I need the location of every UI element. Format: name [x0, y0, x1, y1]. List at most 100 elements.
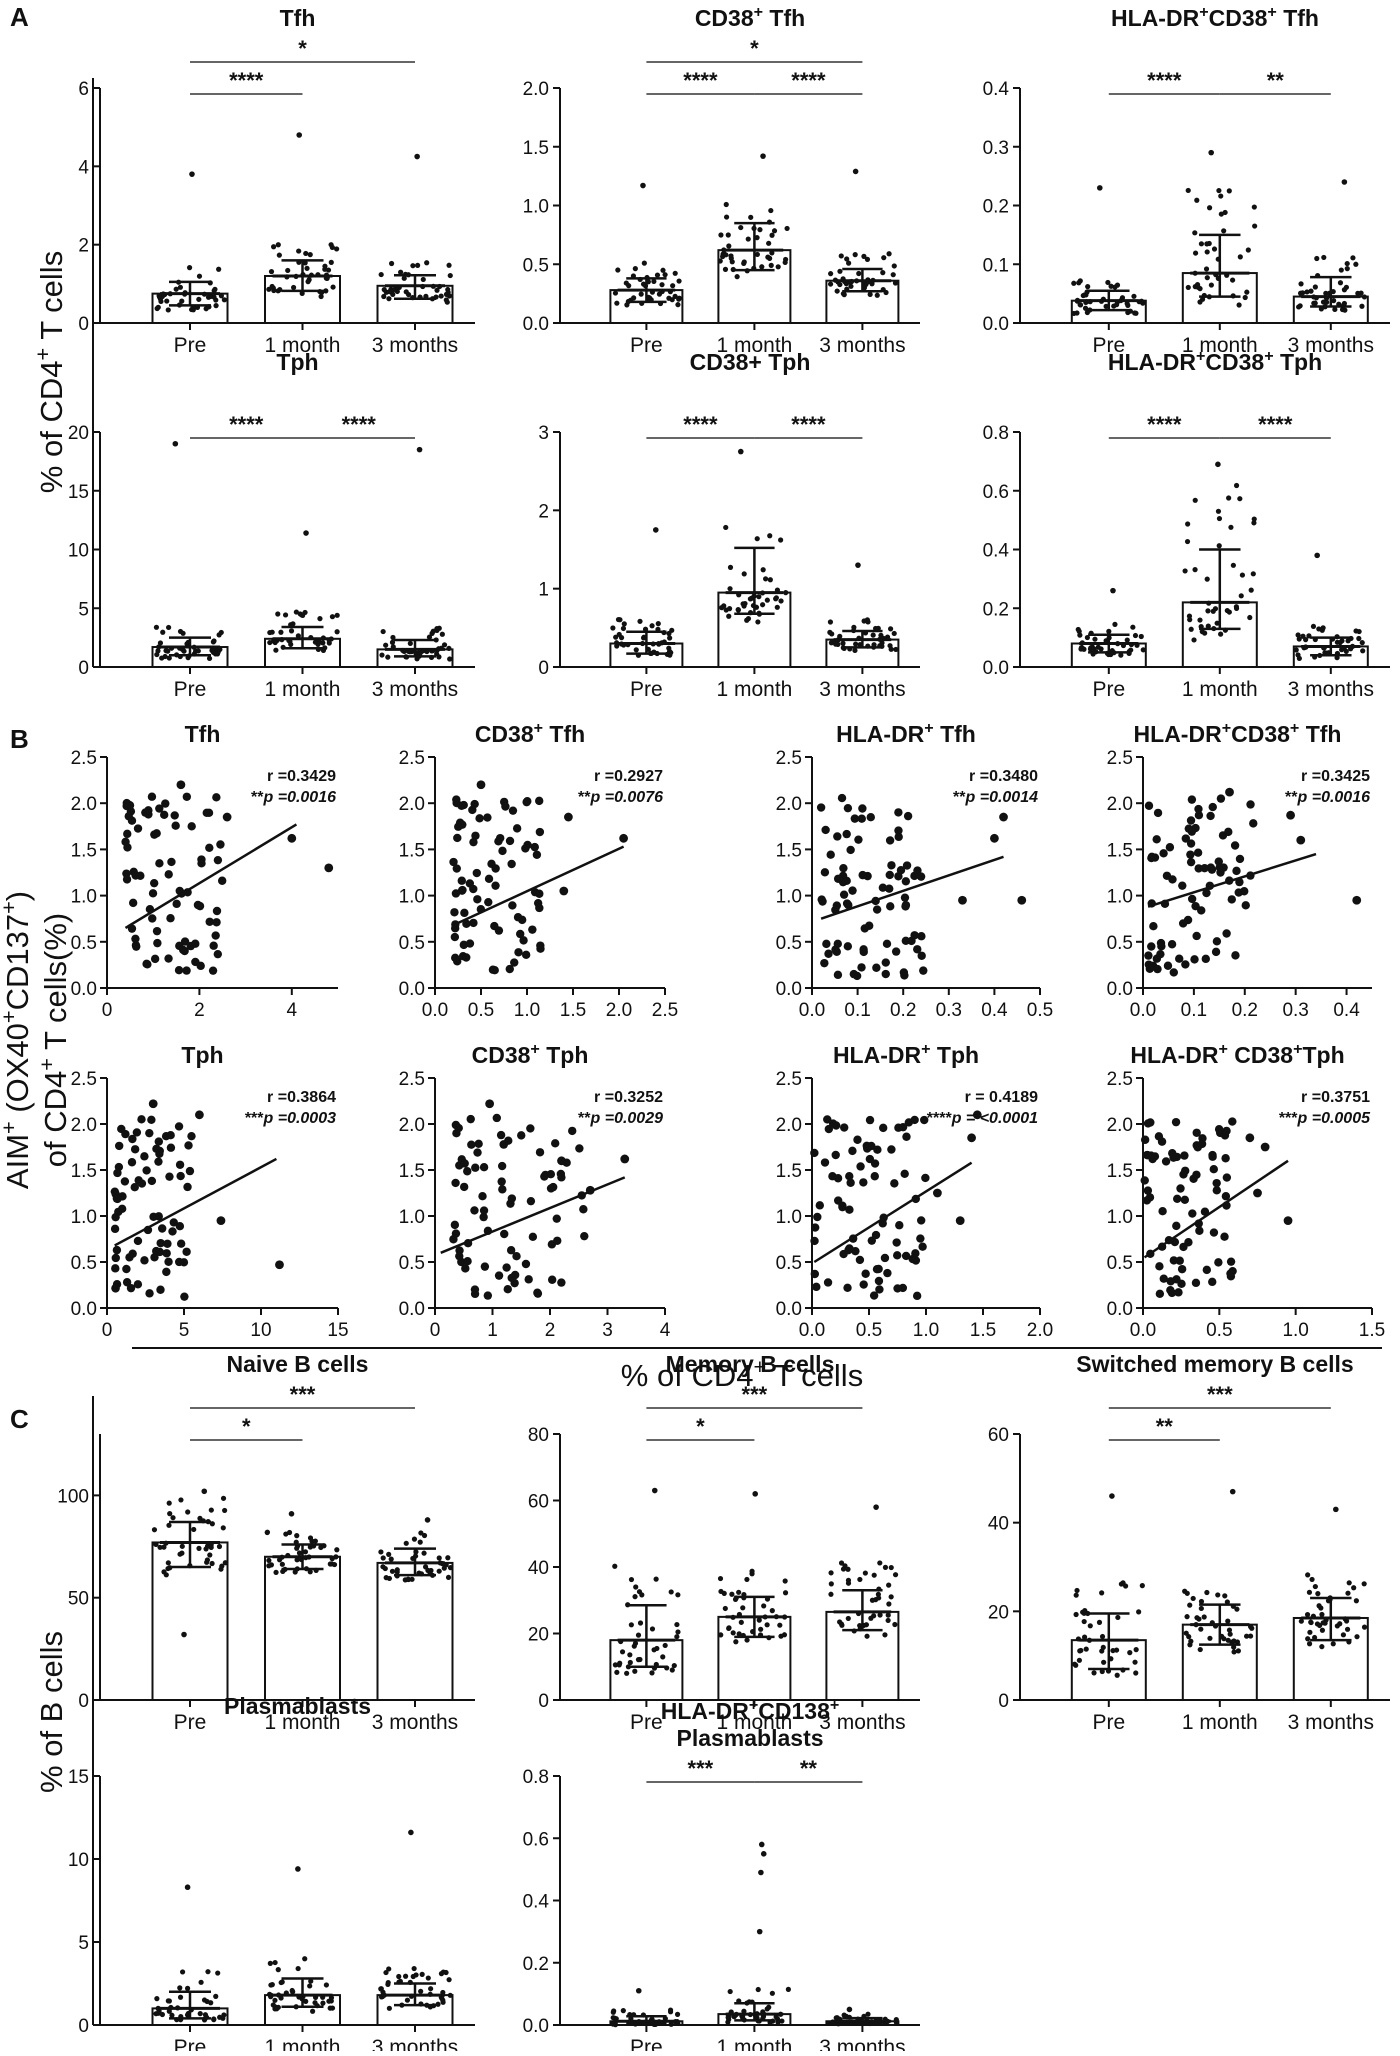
data-point	[296, 132, 303, 138]
data-point	[170, 1515, 176, 1521]
y-tick-label: 0.1	[983, 255, 1009, 276]
data-point	[204, 1559, 210, 1565]
scatter-point	[1152, 835, 1161, 844]
scatter-point	[1227, 895, 1236, 904]
data-point	[852, 168, 859, 175]
data-point	[173, 286, 179, 292]
data-point	[1082, 305, 1089, 311]
scatter-point	[205, 917, 214, 926]
data-point	[758, 1869, 764, 1876]
data-point	[179, 1969, 186, 1975]
scatter-point	[472, 868, 482, 878]
scatter-point	[958, 895, 967, 905]
scatter-point	[848, 886, 857, 895]
scatter-point	[850, 814, 860, 823]
data-point	[189, 171, 195, 177]
chart-title-part: +	[924, 719, 933, 737]
chart-title-part: +	[830, 1696, 839, 1714]
data-point	[166, 655, 172, 661]
data-point	[1204, 1589, 1210, 1596]
data-point	[1127, 1649, 1133, 1656]
data-point	[885, 1617, 891, 1624]
data-point	[435, 2001, 441, 2007]
data-point	[211, 287, 217, 294]
y-tick-label: 50	[68, 1589, 89, 1610]
scatter-point	[1163, 961, 1173, 970]
chart-title: Plasmablasts	[224, 1693, 371, 1719]
data-point	[611, 2015, 617, 2021]
scatter-point	[843, 942, 853, 951]
category-label: 1 month	[716, 2036, 792, 2051]
data-point	[303, 530, 309, 536]
scatter-point	[874, 1276, 884, 1286]
chart-title-part: Naive B cells	[227, 1351, 369, 1377]
category-label: 3 months	[819, 678, 905, 701]
data-point	[218, 629, 224, 636]
data-point	[1091, 1670, 1097, 1676]
scatter-point	[140, 1256, 149, 1265]
scatter-point	[449, 857, 458, 867]
data-point	[756, 1928, 763, 1935]
data-point	[386, 289, 392, 295]
category-label: 3 months	[819, 1711, 905, 1734]
data-point	[760, 153, 766, 159]
data-point	[1074, 297, 1081, 303]
scatter-point	[1296, 835, 1306, 845]
data-point	[726, 243, 732, 249]
data-point	[436, 1568, 442, 1574]
y-tick-label: 80	[528, 1425, 549, 1446]
data-point	[1133, 1670, 1139, 1676]
data-point	[1140, 647, 1146, 653]
scatter-point	[451, 889, 461, 898]
data-point	[1224, 607, 1230, 614]
regression-line	[813, 1161, 973, 1264]
data-point	[784, 225, 790, 232]
scatter-point	[1209, 1164, 1218, 1174]
scatter-point	[457, 876, 466, 885]
chart-title-part: CD38	[1209, 5, 1268, 31]
y-tick-label: 0.0	[776, 979, 802, 1000]
scatter-point	[839, 890, 849, 899]
data-point	[296, 248, 302, 254]
category-label: 3 months	[372, 1711, 458, 1734]
scatter-point	[893, 1284, 902, 1293]
data-point	[1316, 1622, 1323, 1629]
data-point	[158, 298, 164, 305]
data-point	[667, 2009, 674, 2015]
data-point	[1204, 249, 1210, 255]
data-point	[386, 296, 392, 302]
data-point	[1228, 524, 1234, 530]
data-point	[157, 1544, 163, 1550]
scatter-point	[130, 1145, 140, 1154]
data-point	[1077, 278, 1083, 284]
scatter-point	[999, 812, 1008, 822]
data-point	[827, 619, 834, 625]
data-point	[754, 536, 760, 542]
data-point	[295, 1866, 301, 1872]
scatter-point	[1184, 824, 1193, 833]
data-point	[380, 1555, 386, 1561]
data-point	[676, 278, 682, 284]
chart-title-part: HLA-DR	[1111, 5, 1200, 31]
scatter-point	[844, 900, 853, 910]
data-point	[1114, 282, 1121, 288]
scatter-point	[155, 1247, 165, 1257]
data-point	[1085, 284, 1091, 290]
scatter-point	[168, 1227, 177, 1236]
scatter-point	[1232, 866, 1241, 876]
scatter-point	[1194, 804, 1203, 814]
data-point	[651, 278, 657, 285]
chart-title-part: HLA-DR	[833, 1042, 922, 1068]
data-point	[1194, 197, 1200, 203]
x-tick-label: 0	[430, 1320, 441, 1341]
scatter-point	[1165, 843, 1175, 852]
data-point	[741, 2008, 747, 2014]
r-value: r = 0.4189	[965, 1089, 1039, 1106]
p-value-text: p =0.0076	[590, 789, 664, 806]
scatter-point	[111, 1264, 120, 1273]
data-point	[840, 640, 846, 646]
scatter-point	[619, 833, 628, 843]
